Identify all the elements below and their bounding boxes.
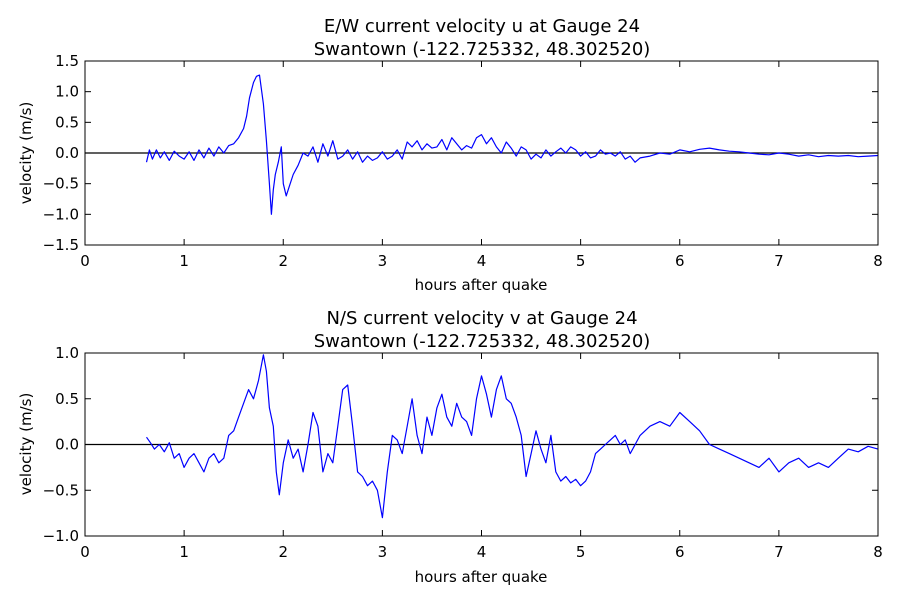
ns-x-tick-label: 4 [477, 543, 487, 561]
ns-y-tick-label: 1.0 [55, 344, 79, 362]
ew-x-tick-label: 2 [278, 252, 288, 270]
ns-x-tick-label: 6 [675, 543, 685, 561]
ns-chart-subtitle: Swantown (-122.725332, 48.302520) [314, 331, 651, 352]
ew-y-tick-label: 1.0 [55, 83, 79, 101]
ew-velocity-series-line [145, 74, 879, 215]
ns-y-tick-label: −0.5 [43, 481, 79, 499]
ns-x-tick-label: 3 [378, 543, 388, 561]
ew-x-tick-label: 6 [675, 252, 685, 270]
ew-x-tick-label: 8 [873, 252, 883, 270]
ew-x-tick-label: 7 [774, 252, 784, 270]
ns-velocity-series-line [146, 354, 879, 519]
ns-x-tick-label: 8 [873, 543, 883, 561]
ew-chart-subtitle: Swantown (-122.725332, 48.302520) [314, 39, 651, 60]
ns-x-tick-label: 5 [576, 543, 586, 561]
ns-y-tick-label: −1.0 [43, 527, 79, 545]
ew-y-tick-label: 0.0 [55, 144, 79, 162]
ns-y-tick-label: 0.5 [55, 390, 79, 408]
ns-y-tick-label: 0.0 [55, 436, 79, 454]
ew-y-tick-label: −1.5 [43, 236, 79, 254]
ew-y-tick-label: −0.5 [43, 175, 79, 193]
ew-y-tick-label: 1.5 [55, 52, 79, 70]
ew-y-tick-label: −1.0 [43, 205, 79, 223]
ns-y-axis-label: velocity (m/s) [17, 393, 35, 496]
ew-x-tick-label: 4 [477, 252, 487, 270]
ew-x-tick-label: 5 [576, 252, 586, 270]
ew-chart-title: E/W current velocity u at Gauge 24 [324, 16, 640, 37]
ew-y-axis-label: velocity (m/s) [17, 102, 35, 205]
ew-x-tick-label: 1 [179, 252, 189, 270]
ns-x-tick-label: 2 [278, 543, 288, 561]
ew-x-axis-label: hours after quake [415, 276, 548, 294]
ns-x-tick-label: 7 [774, 543, 784, 561]
ew-x-tick-label: 3 [378, 252, 388, 270]
ns-x-tick-label: 0 [80, 543, 90, 561]
ew-y-tick-label: 0.5 [55, 113, 79, 131]
ew-velocity-panel: E/W current velocity u at Gauge 24 Swant… [17, 16, 883, 294]
ns-velocity-panel: N/S current velocity v at Gauge 24 Swant… [17, 308, 883, 586]
ew-x-tick-label: 0 [80, 252, 90, 270]
ns-x-tick-label: 1 [179, 543, 189, 561]
ns-chart-title: N/S current velocity v at Gauge 24 [326, 308, 637, 329]
ns-x-axis-label: hours after quake [415, 568, 548, 586]
